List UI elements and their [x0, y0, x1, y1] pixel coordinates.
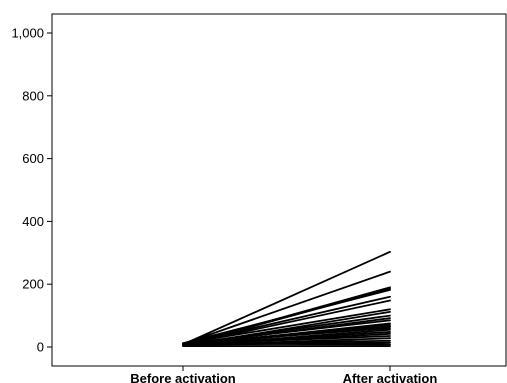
series-line-8 — [182, 308, 391, 345]
y-tick-label: 200 — [22, 277, 44, 292]
y-tick-label: 600 — [22, 151, 44, 166]
x-category-label: Before activation — [130, 371, 236, 383]
plot-frame — [51, 13, 507, 367]
series-line-16 — [182, 327, 391, 345]
y-axis-ticks: 0 200 400 600 800 1,000 — [11, 26, 52, 355]
y-tick-label: 400 — [22, 214, 44, 229]
y-tick-label: 1,000 — [11, 26, 44, 41]
x-axis-labels: Before activation After activation — [130, 366, 437, 383]
x-category-label: After activation — [343, 371, 438, 383]
series-line-1 — [182, 250, 391, 346]
series-line-20 — [182, 335, 391, 345]
axes — [51, 13, 507, 367]
series-line-24 — [182, 342, 391, 346]
series-line-2 — [182, 270, 391, 345]
series-lines — [182, 250, 391, 347]
y-tick-label: 0 — [37, 340, 44, 355]
series-line-6 — [182, 295, 391, 346]
series-line-5 — [182, 288, 391, 345]
y-tick-label: 800 — [22, 88, 44, 103]
